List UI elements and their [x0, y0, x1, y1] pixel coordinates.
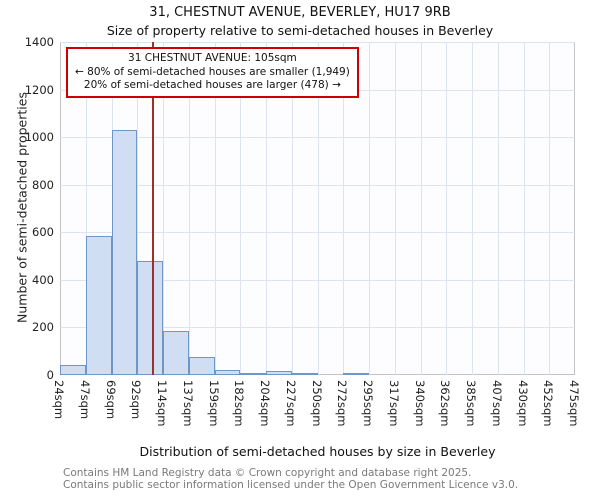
- y-tick-label: 1400: [24, 35, 54, 49]
- x-tick-label: 47sqm: [77, 380, 92, 420]
- histogram-bar-137sqm: [188, 357, 215, 375]
- gridline-vertical: [420, 42, 422, 375]
- gridline-vertical: [85, 42, 87, 375]
- gridline-vertical: [369, 42, 370, 375]
- footer-licence-line: Contains public sector information licen…: [63, 479, 519, 492]
- y-tick-label: 0: [46, 368, 54, 382]
- histogram-bar-227sqm: [291, 373, 318, 376]
- y-tick-label: 800: [32, 177, 54, 192]
- x-tick-label: 362sqm: [438, 380, 453, 427]
- histogram-bar-182sqm: [240, 372, 266, 375]
- y-tick-label: 600: [32, 225, 54, 240]
- x-tick-label: 475sqm: [567, 380, 581, 427]
- gridline-vertical: [266, 42, 267, 375]
- x-tick-label: 340sqm: [412, 380, 427, 427]
- histogram-bar-92sqm: [137, 260, 163, 375]
- x-tick-label: 92sqm: [129, 380, 144, 420]
- x-tick-label: 407sqm: [489, 380, 504, 427]
- histogram-bar-24sqm: [60, 365, 86, 375]
- y-axis-label: Number of semi-detached properties: [14, 92, 30, 323]
- x-tick-label: 272sqm: [335, 380, 350, 427]
- y-tick-label: 200: [32, 320, 54, 335]
- x-tick-label: 114sqm: [155, 380, 169, 427]
- gridline-vertical: [137, 42, 139, 375]
- chart-subtitle: Size of property relative to semi-detach…: [106, 23, 494, 38]
- property-size-marker-line: [152, 42, 154, 375]
- gridline-vertical: [214, 42, 216, 375]
- x-tick-label: 24sqm: [52, 380, 66, 420]
- gridline-vertical: [549, 42, 551, 375]
- histogram-bar-114sqm: [163, 330, 189, 375]
- x-tick-label: 317sqm: [386, 380, 401, 427]
- gridline-vertical: [523, 42, 525, 375]
- x-tick-label: 295sqm: [361, 380, 375, 427]
- gridline-vertical: [291, 42, 293, 375]
- annotation-larger-line: 20% of semi-detached houses are larger (…: [83, 79, 341, 92]
- footer-copyright-line: Contains HM Land Registry data © Crown c…: [63, 467, 472, 479]
- x-tick-label: 137sqm: [180, 380, 195, 427]
- x-tick-label: 250sqm: [309, 380, 324, 427]
- gridline-vertical: [472, 42, 473, 375]
- gridline-vertical: [163, 42, 164, 375]
- x-tick-label: 452sqm: [541, 380, 556, 427]
- annotation-property-line: 31 CHESTNUT AVENUE: 105sqm: [128, 52, 297, 64]
- histogram-bar-159sqm: [214, 370, 241, 375]
- gridline-vertical: [343, 42, 345, 375]
- y-tick-label: 400: [32, 272, 54, 287]
- chart-title: 31, CHESTNUT AVENUE, BEVERLEY, HU17 9RB: [149, 5, 451, 20]
- y-tick-label: 1000: [24, 130, 54, 145]
- histogram-bar-69sqm: [111, 130, 138, 375]
- x-tick-label: 204sqm: [258, 380, 272, 427]
- gridline-vertical: [394, 42, 396, 375]
- gridline-vertical: [317, 42, 319, 375]
- gridline-vertical: [188, 42, 190, 375]
- histogram-bar-47sqm: [85, 235, 112, 375]
- x-tick-label: 385sqm: [464, 380, 478, 427]
- x-tick-label: 69sqm: [103, 380, 118, 420]
- gridline-vertical: [497, 42, 499, 375]
- x-tick-label: 159sqm: [206, 380, 221, 427]
- gridline-vertical: [240, 42, 242, 375]
- x-tick-label: 227sqm: [283, 380, 298, 427]
- x-axis-label: Distribution of semi-detached houses by …: [139, 444, 496, 459]
- histogram-bar-204sqm: [266, 371, 292, 375]
- annotation-smaller-line: ← 80% of semi-detached houses are smalle…: [75, 65, 350, 78]
- gridline-vertical: [446, 42, 448, 375]
- y-tick-label: 1200: [24, 82, 54, 97]
- x-tick-label: 182sqm: [232, 380, 247, 427]
- annotation-box: 31 CHESTNUT AVENUE: 105sqm ← 80% of semi…: [66, 47, 359, 98]
- histogram-bar-272sqm: [343, 372, 369, 375]
- footer: Contains HM Land Registry data © Crown c…: [63, 467, 518, 491]
- x-tick-label: 430sqm: [515, 380, 530, 427]
